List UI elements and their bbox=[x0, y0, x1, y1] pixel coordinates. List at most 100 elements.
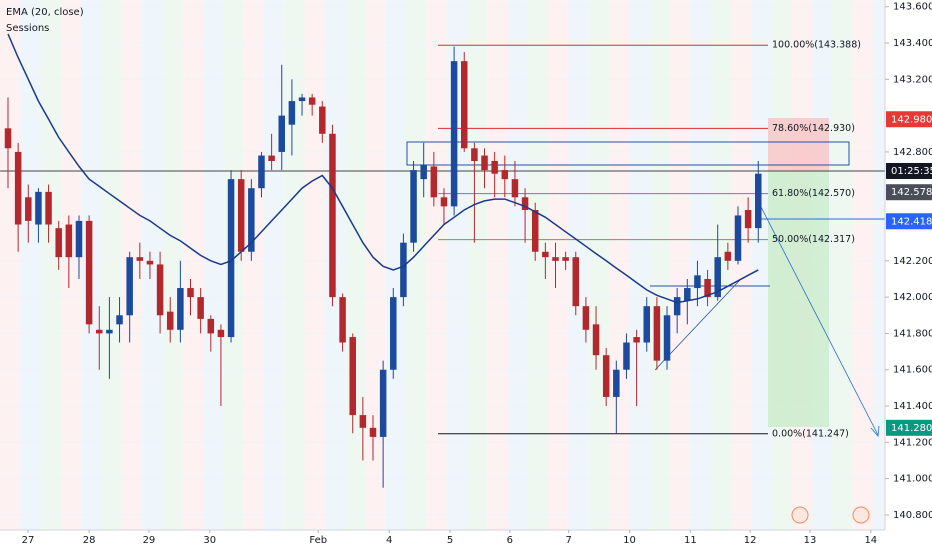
y-tick-label: 141.600 bbox=[893, 365, 932, 376]
price-axis bbox=[885, 0, 932, 550]
arrow-head bbox=[870, 425, 880, 437]
candle-body bbox=[35, 191, 42, 225]
candle-body bbox=[511, 179, 519, 198]
fib-label: 61.80%(142.570) bbox=[772, 188, 855, 199]
event-icon[interactable] bbox=[852, 506, 870, 524]
x-tick-label: 12 bbox=[744, 535, 757, 546]
candle-body bbox=[308, 97, 316, 105]
y-tick-label: 142.800 bbox=[893, 147, 932, 158]
candle-body bbox=[85, 220, 93, 325]
candle-body bbox=[14, 151, 22, 225]
target-zone bbox=[768, 171, 829, 427]
candle-body bbox=[613, 369, 620, 397]
candle-body bbox=[460, 61, 468, 149]
session-bg bbox=[182, 0, 203, 530]
session-bg bbox=[669, 0, 691, 530]
candle-body bbox=[734, 215, 742, 261]
x-tick-label: 30 bbox=[203, 535, 216, 546]
x-tick-label: 6 bbox=[507, 535, 513, 546]
candle-body bbox=[359, 415, 367, 428]
session-bg bbox=[527, 0, 549, 530]
fib-label: 0.00%(141.247) bbox=[772, 428, 849, 439]
candle-body bbox=[146, 260, 154, 265]
candle-body bbox=[643, 306, 650, 343]
session-bg bbox=[730, 0, 752, 530]
candle-body bbox=[268, 155, 275, 161]
session-bg bbox=[406, 0, 427, 530]
y-tick-label: 141.400 bbox=[893, 401, 932, 412]
candle-body bbox=[278, 115, 286, 152]
candle-body bbox=[400, 242, 407, 298]
candle-body bbox=[450, 61, 458, 207]
session-bg bbox=[20, 0, 41, 530]
candle-body bbox=[714, 257, 721, 298]
candle-body bbox=[197, 297, 204, 319]
candle-body bbox=[369, 427, 377, 437]
candle-body bbox=[420, 164, 427, 180]
y-tick-label: 140.800 bbox=[893, 510, 932, 521]
candle-body bbox=[471, 148, 478, 161]
zone-box bbox=[406, 141, 850, 166]
candle-body bbox=[491, 160, 498, 174]
session-bg bbox=[690, 0, 711, 530]
candle-body bbox=[45, 191, 52, 225]
x-tick-label: 29 bbox=[143, 535, 156, 546]
candle-body bbox=[602, 355, 610, 397]
candle-body bbox=[136, 257, 144, 261]
session-bg bbox=[832, 0, 853, 530]
fib-label: 50.00%(142.317) bbox=[772, 234, 855, 245]
candle-body bbox=[298, 97, 306, 102]
session-bg bbox=[629, 0, 650, 530]
session-bg bbox=[609, 0, 630, 530]
candle-body bbox=[379, 369, 387, 437]
price-tag-label: 141.280 bbox=[891, 423, 932, 434]
session-bg bbox=[649, 0, 670, 530]
price-tag-label: 01:25:35 bbox=[891, 166, 932, 177]
candle-body bbox=[25, 197, 32, 221]
legend-entry: EMA (20, close) bbox=[6, 7, 84, 18]
candle-body bbox=[156, 264, 164, 316]
candle-body bbox=[633, 337, 640, 343]
candle-body bbox=[258, 155, 265, 189]
candle-body bbox=[501, 170, 509, 180]
candle-body bbox=[744, 210, 752, 229]
x-tick-label: 28 bbox=[83, 535, 96, 546]
session-bg bbox=[588, 0, 609, 530]
x-tick-label: Feb bbox=[309, 535, 327, 546]
session-bg bbox=[60, 0, 82, 530]
event-icon[interactable] bbox=[791, 506, 809, 524]
candle-body bbox=[329, 133, 336, 298]
candle-body bbox=[440, 197, 448, 207]
y-tick-label: 141.800 bbox=[893, 328, 932, 339]
projection-arrow bbox=[759, 204, 879, 436]
candle-body bbox=[349, 337, 356, 416]
candle-body bbox=[126, 257, 133, 316]
price-tag bbox=[886, 162, 932, 179]
candle-body bbox=[288, 101, 296, 125]
ema-line bbox=[7, 33, 759, 304]
session-bg bbox=[548, 0, 569, 530]
session-bg bbox=[385, 0, 406, 530]
price-tag-label: 142.418 bbox=[891, 216, 932, 227]
stop-zone bbox=[768, 118, 829, 171]
time-axis bbox=[0, 530, 885, 550]
session-bg bbox=[284, 0, 305, 530]
y-tick-label: 143.200 bbox=[893, 74, 932, 85]
session-bg bbox=[142, 0, 163, 530]
session-bg bbox=[751, 0, 772, 530]
session-bg bbox=[162, 0, 183, 530]
candle-body bbox=[694, 275, 701, 289]
candle-body bbox=[177, 288, 184, 330]
x-tick-label: 5 bbox=[447, 535, 453, 546]
candle-body bbox=[623, 342, 630, 370]
candle-body bbox=[248, 188, 255, 252]
price-tag bbox=[886, 111, 932, 128]
candle-body bbox=[724, 251, 732, 261]
candle-body bbox=[582, 306, 590, 330]
legend-entry: Sessions bbox=[6, 23, 49, 34]
candle-body bbox=[65, 224, 73, 258]
x-tick-label: 13 bbox=[804, 535, 817, 546]
candle-body bbox=[562, 257, 569, 261]
candle-body bbox=[75, 220, 83, 258]
